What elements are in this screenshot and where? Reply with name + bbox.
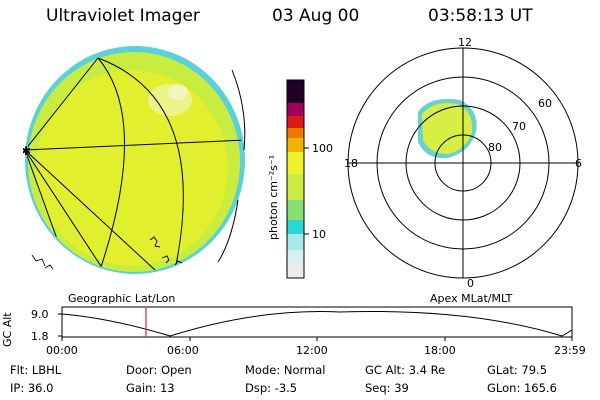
- mlt-18-label: 18: [344, 157, 358, 170]
- seq-info: Seq: 39: [365, 381, 409, 395]
- time-label: 03:58:13 UT: [428, 6, 533, 26]
- alt-x-tick-4: 23:59: [554, 344, 586, 357]
- instrument-title: Ultraviolet Imager: [46, 6, 200, 26]
- mlat-70-label: 70: [512, 120, 526, 133]
- altitude-plot: [58, 306, 573, 341]
- mlt-0-label: 0: [467, 277, 474, 290]
- mlt-12-label: 12: [458, 36, 472, 49]
- polar-dial: [347, 47, 579, 279]
- mlat-60-label: 60: [538, 97, 552, 110]
- glon-info: GLon: 165.6: [487, 381, 557, 395]
- door-info: Door: Open: [126, 363, 192, 377]
- filter-info: Flt: LBHL: [10, 363, 62, 377]
- alt-y-max: 9.0: [31, 308, 49, 321]
- colorbar-unit-label: photon cm⁻²s⁻¹: [267, 154, 280, 240]
- svg-text:✱: ✱: [21, 144, 31, 158]
- gc-alt-info: GC Alt: 3.4 Re: [365, 363, 446, 377]
- graticule-arcs: [217, 69, 246, 263]
- glat-info: GLat: 79.5: [487, 363, 548, 377]
- alt-x-tick-1: 06:00: [167, 344, 199, 357]
- gain-info: Gain: 13: [126, 381, 175, 395]
- alt-x-tick-3: 18:00: [424, 344, 456, 357]
- dsp-info: Dsp: -3.5: [245, 381, 298, 395]
- alt-ylabel: GC Alt: [1, 312, 14, 347]
- alt-y-min: 1.8: [31, 330, 49, 343]
- alt-x-tick-0: 00:00: [46, 344, 78, 357]
- ip-info: IP: 36.0: [10, 381, 54, 395]
- apex-label: Apex MLat/MLT: [430, 292, 513, 305]
- geographic-image: ✱: [21, 46, 245, 274]
- mlt-6-label: 6: [575, 157, 582, 170]
- alt-x-tick-2: 12:00: [296, 344, 328, 357]
- colorbar-tick-10: 10: [312, 228, 326, 241]
- geographic-label: Geographic Lat/Lon: [68, 292, 176, 305]
- mlat-80-label: 80: [488, 141, 502, 154]
- colorbar: [286, 79, 309, 279]
- colorbar-tick-100: 100: [312, 142, 333, 155]
- date-label: 03 Aug 00: [272, 6, 360, 26]
- mode-info: Mode: Normal: [245, 363, 326, 377]
